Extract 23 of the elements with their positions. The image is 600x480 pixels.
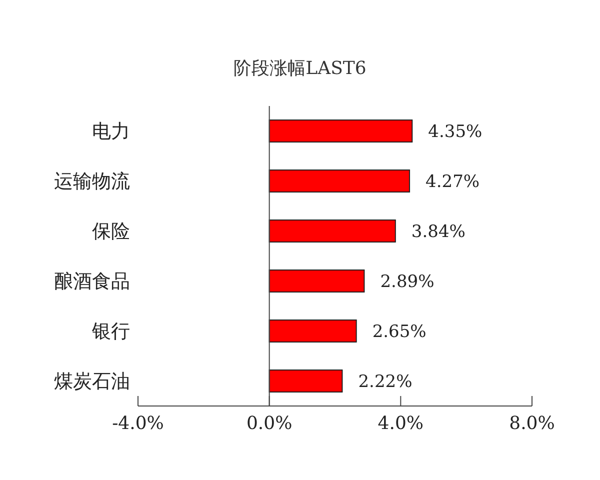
bar bbox=[268, 220, 396, 242]
bar bbox=[268, 270, 365, 292]
y-tick-label: 煤炭石油 bbox=[54, 370, 130, 393]
data-label: 4.27% bbox=[426, 172, 480, 192]
bar bbox=[268, 370, 343, 392]
data-label: 3.84% bbox=[411, 222, 466, 242]
x-tick-label: 0.0% bbox=[246, 412, 292, 434]
y-tick-label: 保险 bbox=[92, 220, 130, 243]
data-label: 4.35% bbox=[428, 122, 482, 142]
x-tick-label: 4.0% bbox=[378, 412, 424, 434]
data-label: 2.89% bbox=[380, 272, 434, 292]
x-tick-label: -4.0% bbox=[112, 412, 164, 434]
bar bbox=[268, 170, 410, 192]
bar bbox=[268, 320, 357, 342]
data-label: 2.22% bbox=[358, 372, 412, 392]
y-tick-label: 银行 bbox=[91, 320, 130, 343]
x-tick-label: 8.0% bbox=[509, 412, 555, 434]
chart-title: 阶段涨幅LAST6 bbox=[232, 57, 368, 81]
bar bbox=[268, 120, 413, 142]
y-tick-label: 酿酒食品 bbox=[54, 270, 130, 293]
y-tick-label: 电力 bbox=[92, 120, 130, 143]
y-tick-label: 运输物流 bbox=[54, 170, 130, 193]
data-label: 2.65% bbox=[372, 322, 426, 342]
